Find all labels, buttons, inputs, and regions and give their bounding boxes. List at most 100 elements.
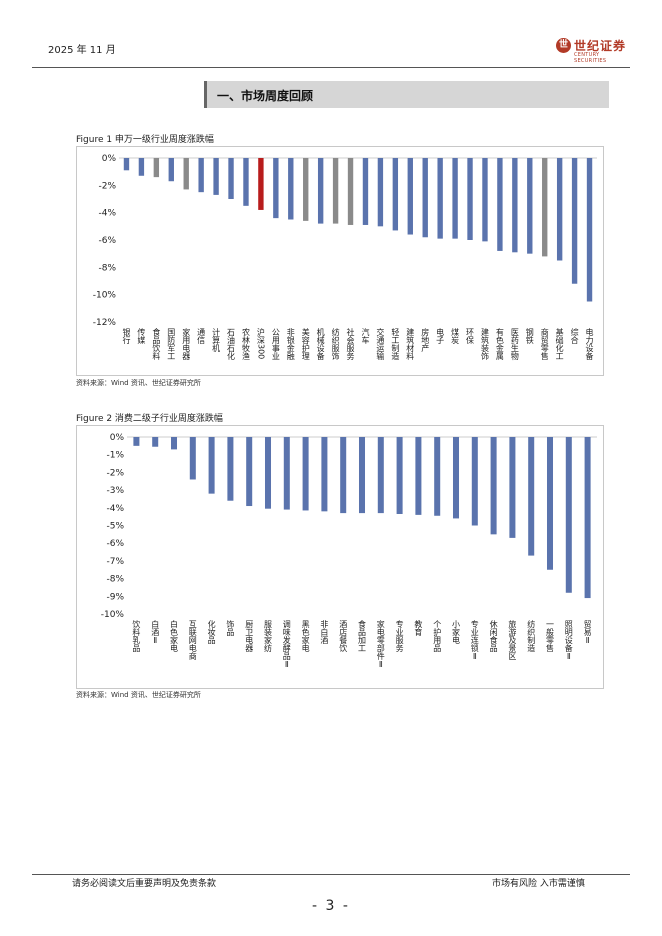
fig2-bar bbox=[208, 437, 215, 494]
fig1-ytick-label: -4% bbox=[98, 209, 116, 219]
fig1-ytick-label: -12% bbox=[93, 318, 117, 328]
fig1-ytick-label: -10% bbox=[93, 291, 117, 301]
fig1-category-label: 机械设备 bbox=[316, 327, 325, 361]
fig1-bar bbox=[258, 158, 264, 210]
fig2-category-label: 纺织制造 bbox=[527, 619, 536, 653]
fig2-category-label: 白色家电 bbox=[170, 619, 179, 652]
fig1-category-label: 钢铁 bbox=[525, 327, 534, 345]
fig1-category-label: 美容护理 bbox=[301, 327, 310, 360]
fig1-category-label: 通信 bbox=[197, 327, 206, 345]
fig1-bar bbox=[482, 158, 488, 242]
fig1-bar bbox=[452, 158, 458, 239]
fig1-bar bbox=[527, 158, 533, 254]
fig1-bar bbox=[467, 158, 473, 240]
footer-disclaimer: 请务必阅读文后重要声明及免责条款 bbox=[72, 879, 217, 889]
figure2-chart: 0% -1% -2% -3% -4% -5% -6% -7% -8% -9% -10% 饮料乳品 白酒Ⅱ… bbox=[101, 433, 597, 669]
section-title: 一、市场周度回顾 bbox=[217, 89, 314, 103]
fig2-bar bbox=[264, 437, 272, 509]
fig2-bar bbox=[189, 437, 196, 480]
fig1-category-label: 国防军工 bbox=[167, 328, 176, 360]
fig1-bar bbox=[362, 158, 369, 225]
fig1-bar bbox=[332, 158, 339, 224]
fig2-category-label: 旅游及景区 bbox=[508, 619, 517, 660]
fig1-category-label: 基础化工 bbox=[555, 327, 564, 360]
fig2-category-label: 饰品 bbox=[226, 619, 235, 637]
fig1-category-label: 食品饮料 bbox=[152, 327, 161, 361]
fig1-bar bbox=[168, 158, 174, 182]
fig2-bar bbox=[340, 437, 347, 514]
fig1-category-label: 汽车 bbox=[361, 327, 370, 345]
fig1-category-label: 公用事业 bbox=[271, 328, 280, 360]
fig1-bar bbox=[153, 158, 160, 178]
fig2-category-label: 黑色家电 bbox=[301, 620, 310, 652]
fig2-ytick-label: -3% bbox=[106, 486, 124, 496]
fig2-category-label: 服装家纺 bbox=[264, 620, 273, 653]
fig2-ytick-label: -1% bbox=[106, 451, 124, 461]
report-date: 2025 年 11 月 bbox=[48, 45, 116, 56]
fig1-category-label: 传媒 bbox=[137, 327, 146, 345]
footer-risk-notice: 市场有风险 入市需谨慎 bbox=[492, 879, 585, 889]
fig2-bar bbox=[246, 437, 253, 507]
fig2-bar bbox=[302, 437, 309, 511]
fig2-category-label: 贸易Ⅱ bbox=[583, 619, 592, 645]
fig2-bar bbox=[565, 437, 572, 593]
fig2-bar bbox=[170, 437, 178, 450]
fig2-bar bbox=[434, 437, 441, 516]
fig2-bar bbox=[133, 437, 140, 446]
fig2-ytick-label: -7% bbox=[106, 557, 124, 567]
fig2-bar bbox=[227, 437, 234, 501]
company-logo: 世 世纪证券 CENTURY SECURITIES bbox=[556, 37, 626, 64]
section-heading: 一、市场周度回顾 bbox=[204, 81, 609, 108]
fig2-ytick-label: -4% bbox=[106, 504, 124, 514]
figure1-source: 资料来源：Wind 资讯、世纪证券研究所 bbox=[76, 379, 201, 387]
fig2-bar bbox=[546, 437, 554, 570]
fig1-category-label: 商贸零售 bbox=[540, 327, 549, 361]
fig1-category-label: 家用电器 bbox=[182, 327, 191, 361]
footer-divider bbox=[32, 874, 630, 875]
fig2-bar bbox=[471, 437, 478, 526]
fig1-bar bbox=[407, 158, 413, 235]
logo-emblem-icon: 世 bbox=[556, 38, 571, 53]
fig1-category-label: 银行 bbox=[122, 327, 131, 345]
fig1-bar bbox=[123, 158, 130, 171]
fig2-bar bbox=[528, 437, 535, 556]
fig1-category-label: 建筑材料 bbox=[406, 327, 415, 361]
fig1-bar bbox=[243, 158, 249, 206]
fig1-bar bbox=[138, 158, 145, 176]
fig2-category-label: 个护用品 bbox=[433, 620, 442, 653]
fig2-category-label: 非白酒 bbox=[320, 619, 329, 645]
fig2-bar bbox=[452, 437, 460, 519]
fig2-category-label: 照明设备Ⅱ bbox=[564, 620, 573, 661]
fig2-bar bbox=[358, 437, 366, 514]
fig1-ytick-label: -2% bbox=[98, 181, 116, 191]
fig1-category-label: 电子 bbox=[436, 327, 445, 344]
fig1-category-label: 沪深300 bbox=[256, 327, 265, 359]
fig2-category-label: 调味发酵品Ⅱ bbox=[282, 620, 291, 669]
fig2-category-label: 专业服务 bbox=[395, 619, 404, 653]
fig1-bar bbox=[347, 158, 354, 225]
figure2-title: Figure 2 消费二级子行业周度涨跌幅 bbox=[76, 414, 223, 424]
fig1-category-label: 非银金融 bbox=[286, 327, 295, 361]
fig2-bar bbox=[321, 437, 328, 512]
fig2-bar bbox=[584, 437, 591, 599]
fig2-bar bbox=[396, 437, 403, 514]
fig2-bar bbox=[283, 437, 290, 510]
fig1-bar bbox=[183, 158, 189, 190]
figure1-title: Figure 1 申万一级行业周度涨跌幅 bbox=[76, 135, 214, 145]
fig2-ytick-label: -10% bbox=[101, 610, 125, 620]
fig1-category-label: 石油石化 bbox=[227, 328, 236, 361]
fig2-bar bbox=[377, 437, 384, 514]
fig1-category-label: 农林牧渔 bbox=[241, 327, 250, 360]
fig1-category-label: 环保 bbox=[466, 328, 475, 345]
fig1-category-label: 有色金属 bbox=[495, 327, 504, 361]
fig1-bar bbox=[437, 158, 443, 239]
fig1-bar bbox=[512, 158, 518, 253]
fig1-category-label: 建筑装饰 bbox=[480, 327, 489, 361]
fig1-category-label: 社会服务 bbox=[346, 327, 355, 361]
fig2-bar bbox=[152, 437, 159, 447]
figure2-source: 资料来源：Wind 资讯、世纪证券研究所 bbox=[76, 691, 201, 699]
fig1-category-label: 医药生物 bbox=[510, 328, 519, 361]
fig1-category-label: 房地产 bbox=[421, 327, 430, 353]
fig2-category-label: 休闲食品 bbox=[489, 619, 498, 653]
fig1-bar bbox=[542, 158, 548, 257]
